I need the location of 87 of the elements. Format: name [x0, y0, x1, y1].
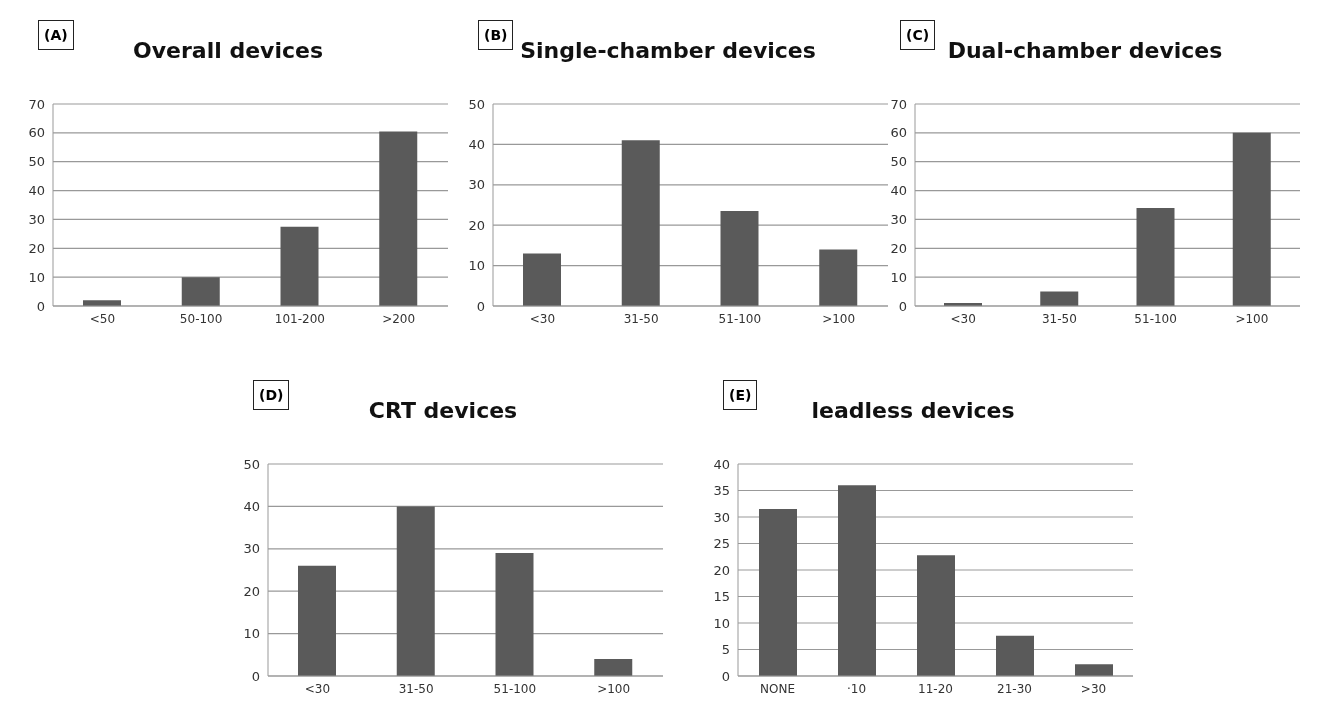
- y-tick-label: 0: [36, 298, 45, 314]
- y-tick-label: 30: [713, 509, 730, 525]
- bar: [280, 226, 319, 306]
- x-tick-label: NONE: [760, 681, 795, 696]
- y-tick-label: 10: [28, 269, 45, 285]
- y-tick-label: 60: [28, 125, 45, 141]
- y-tick-label: 20: [468, 217, 485, 233]
- bar: [621, 140, 660, 306]
- bar: [996, 635, 1034, 676]
- text: (E): [723, 380, 758, 410]
- x-tick-label: 51-100: [493, 681, 537, 696]
- y-tick-label: 70: [890, 96, 907, 112]
- y-tick-label: 60: [890, 125, 907, 141]
- y-tick-label: 0: [476, 298, 485, 314]
- x-tick-label: <30: [304, 681, 331, 696]
- y-tick-label: 10: [890, 269, 907, 285]
- y-tick-label: 5: [721, 642, 730, 658]
- text: (B): [478, 20, 514, 50]
- y-tick-label: 10: [468, 258, 485, 274]
- text: (D): [253, 380, 290, 410]
- y-tick-label: 25: [713, 536, 730, 552]
- chart-title: CRT devices: [368, 398, 518, 423]
- x-tick-label: >100: [1235, 311, 1269, 326]
- x-tick-label: >100: [822, 311, 856, 326]
- bar: [298, 565, 336, 676]
- bar: [720, 211, 759, 306]
- y-tick-label: 50: [28, 154, 45, 170]
- y-tick-label: 30: [468, 177, 485, 193]
- y-tick-label: 40: [28, 183, 45, 199]
- chart-title: Single-chamber devices: [520, 38, 816, 63]
- x-tick-label: 51-100: [718, 311, 762, 326]
- text: (A): [38, 20, 74, 50]
- bar: [523, 253, 561, 306]
- y-tick-label: 30: [890, 212, 907, 228]
- y-tick-label: 20: [890, 240, 907, 256]
- x-tick-label: 31-50: [398, 681, 434, 696]
- y-tick-label: 40: [468, 137, 485, 153]
- y-tick-label: 40: [243, 499, 260, 515]
- bar: [819, 249, 858, 306]
- y-tick-label: 20: [28, 240, 45, 256]
- bar: [1136, 207, 1175, 306]
- y-tick-label: 50: [468, 96, 485, 112]
- y-tick-label: 10: [243, 626, 260, 642]
- bar: [1232, 132, 1271, 306]
- x-tick-label: ·10: [846, 681, 867, 696]
- y-tick-label: 70: [28, 96, 45, 112]
- x-tick-label: >100: [597, 681, 631, 696]
- chart-title: Overall devices: [132, 38, 323, 63]
- y-tick-label: 50: [243, 456, 260, 472]
- bar: [917, 555, 955, 676]
- bar: [181, 277, 220, 306]
- chart-title: Dual-chamber devices: [947, 38, 1223, 63]
- bar: [759, 509, 797, 676]
- bar: [838, 485, 876, 676]
- x-tick-label: >30: [1080, 681, 1107, 696]
- y-tick-label: 0: [898, 298, 907, 314]
- x-tick-label: 31-50: [623, 311, 659, 326]
- x-tick-label: <30: [529, 311, 556, 326]
- bar: [594, 659, 633, 676]
- x-tick-label: <30: [950, 311, 976, 326]
- y-tick-label: 30: [28, 212, 45, 228]
- y-tick-label: 0: [721, 668, 730, 684]
- y-tick-label: 50: [890, 154, 907, 170]
- x-tick-label: 21-30: [997, 681, 1032, 696]
- x-tick-label: 11-20: [918, 681, 953, 696]
- x-tick-label: >200: [382, 311, 416, 326]
- y-tick-label: 20: [713, 562, 730, 578]
- y-tick-label: 15: [713, 589, 730, 605]
- bar: [379, 131, 418, 306]
- y-tick-label: 40: [890, 183, 907, 199]
- y-tick-label: 30: [243, 541, 260, 557]
- bar: [1075, 664, 1113, 676]
- bar: [1040, 291, 1079, 306]
- x-tick-label: 50-100: [179, 311, 223, 326]
- y-tick-label: 0: [251, 668, 260, 684]
- bar: [495, 553, 534, 676]
- y-tick-label: 35: [713, 483, 730, 499]
- y-tick-label: 40: [713, 456, 730, 472]
- text: (C): [900, 20, 936, 50]
- x-tick-label: 31-50: [1041, 311, 1077, 326]
- y-tick-label: 10: [713, 615, 730, 631]
- x-tick-label: 51-100: [1134, 311, 1177, 326]
- x-tick-label: 101-200: [274, 311, 325, 326]
- x-tick-label: <50: [89, 311, 116, 326]
- y-tick-label: 20: [243, 583, 260, 599]
- bar: [396, 506, 435, 676]
- chart-title: leadless devices: [811, 398, 1015, 423]
